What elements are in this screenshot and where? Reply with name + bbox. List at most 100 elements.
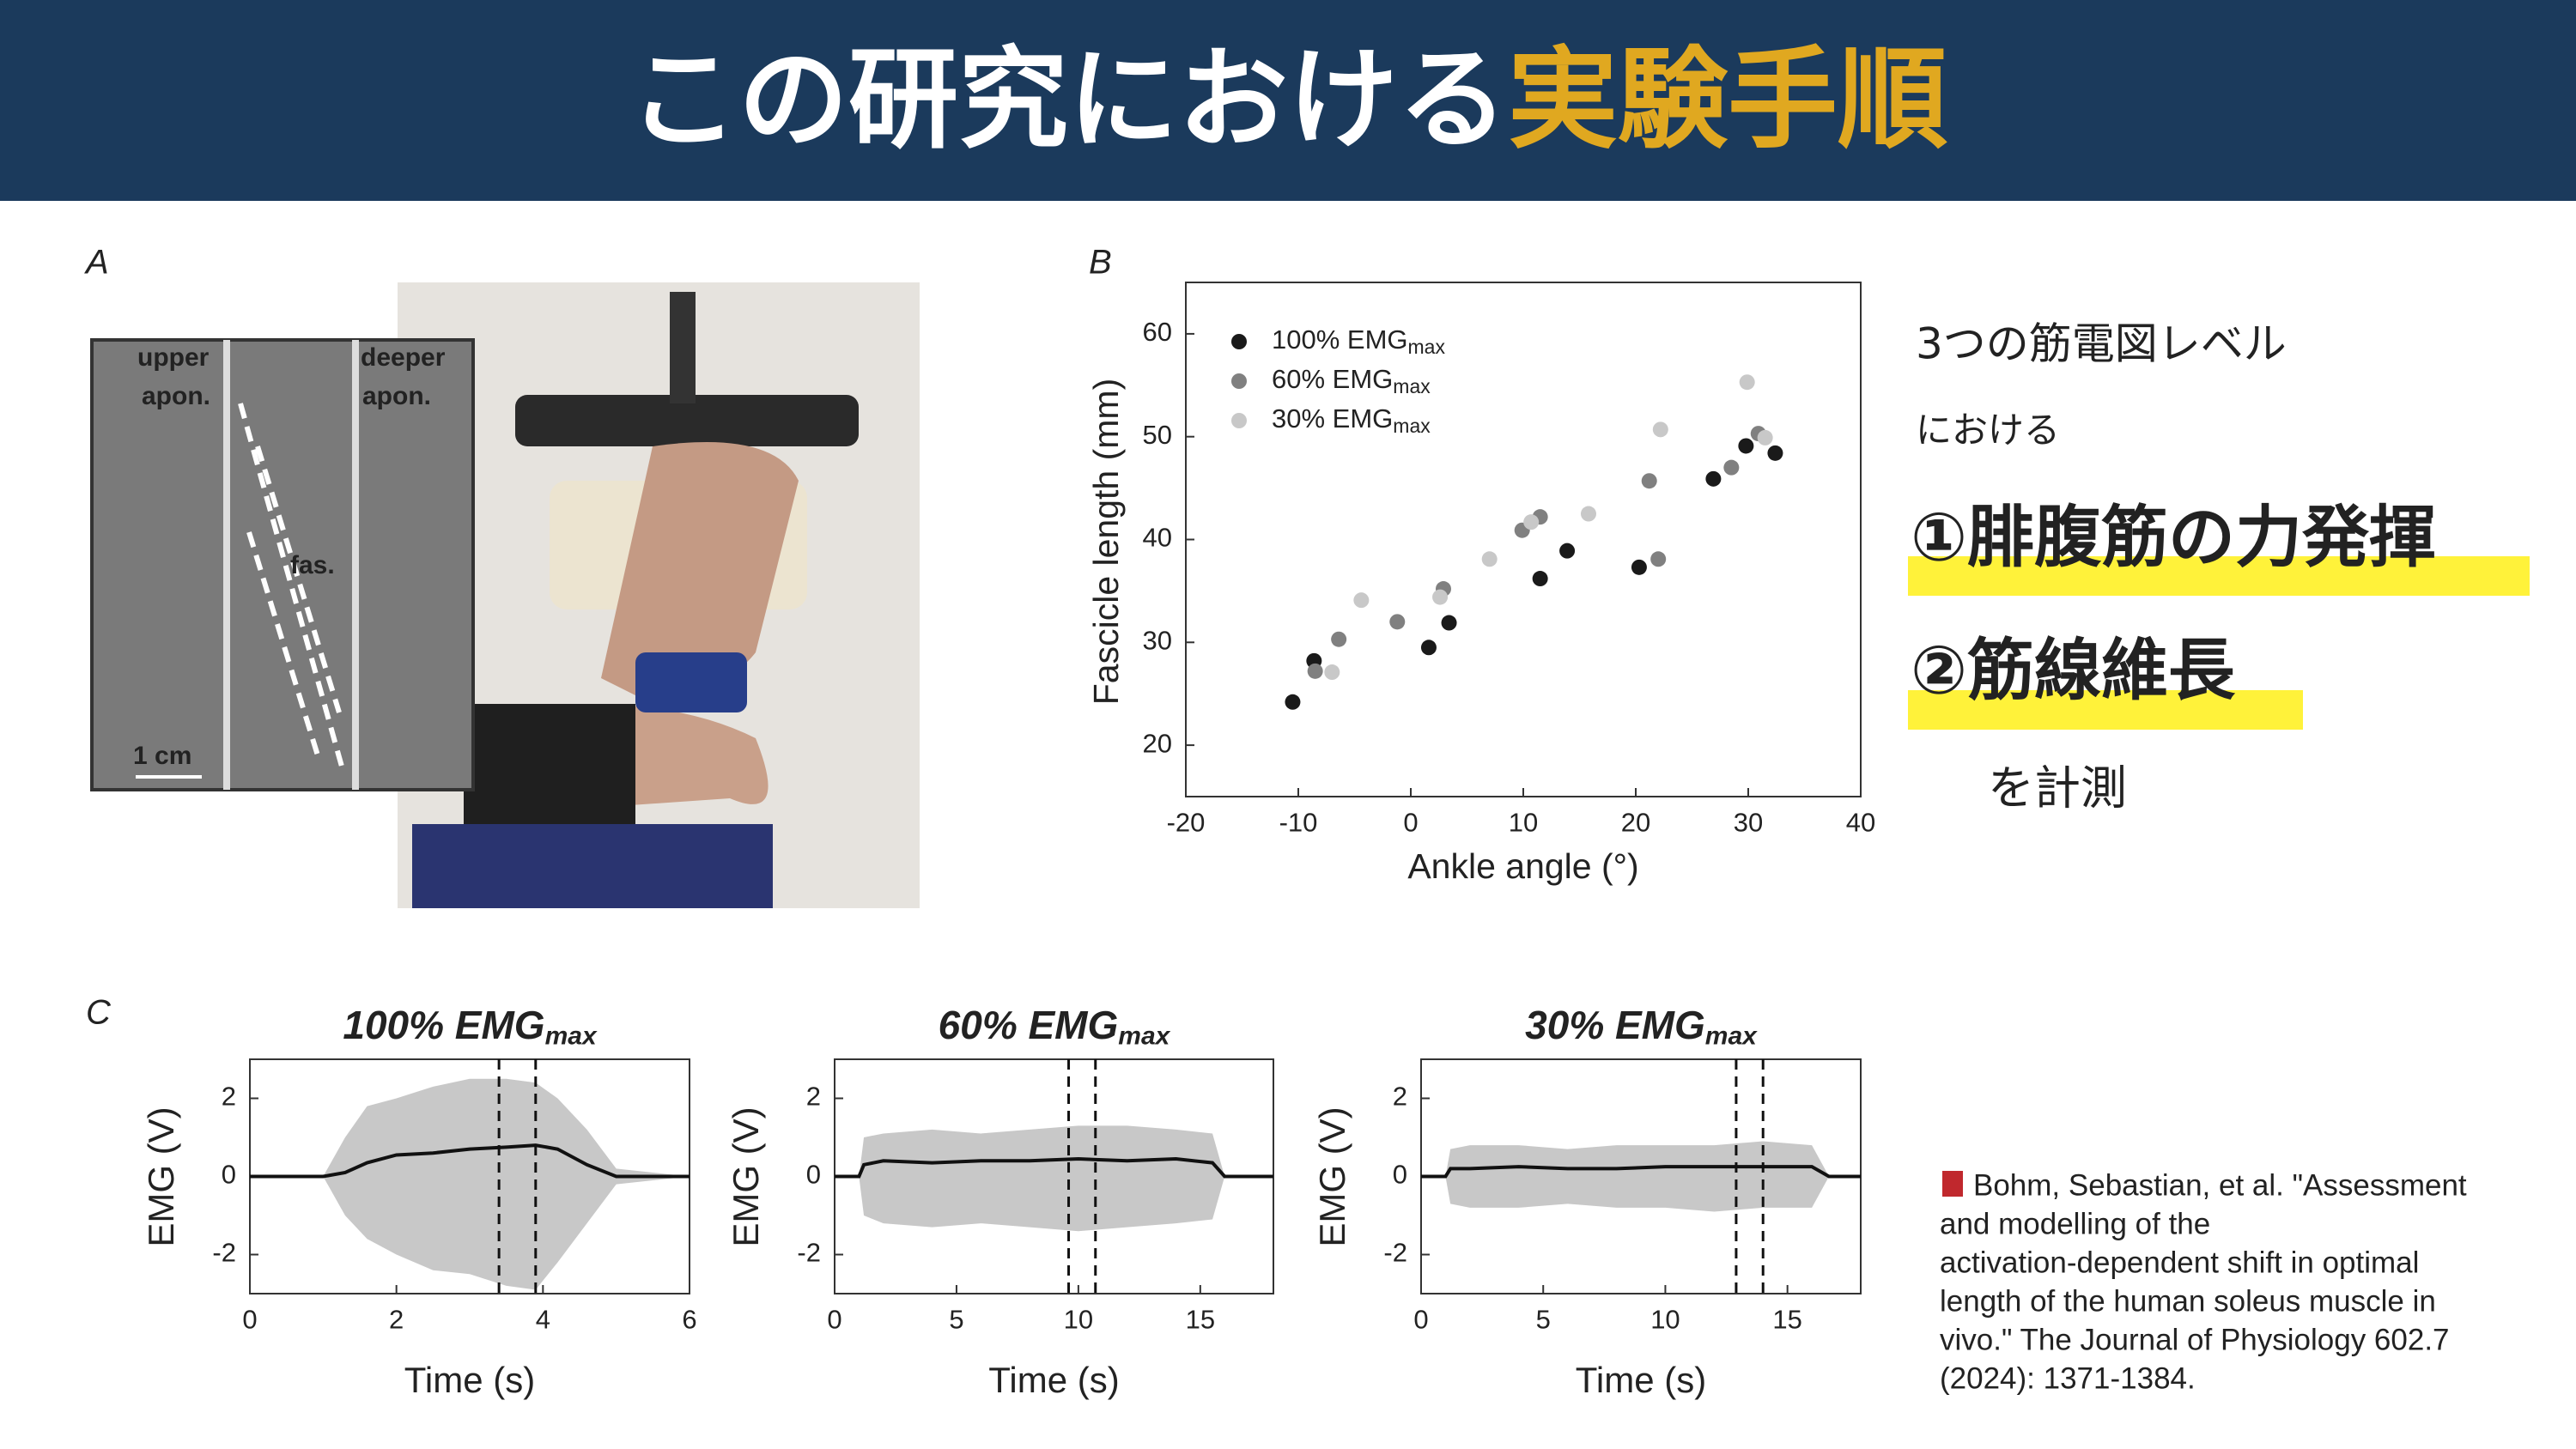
scatter-point <box>1757 429 1773 446</box>
label-sub: max <box>1118 1022 1170 1050</box>
panel-title: 100% EMGmax <box>343 1003 598 1050</box>
x-tick-label: 5 <box>949 1305 963 1335</box>
y-tick-label: 0 <box>806 1160 821 1190</box>
scatter-point <box>1532 571 1548 587</box>
panel-title: 60% EMGmax <box>939 1003 1171 1050</box>
legend-label: 30% EMGmax <box>1272 403 1431 437</box>
scatter-point <box>1580 506 1596 522</box>
book-icon <box>1942 1171 1963 1197</box>
panel-label: B <box>1089 244 1112 282</box>
photo-label: 1 cm <box>133 742 191 770</box>
x-tick-label: 15 <box>1186 1305 1215 1335</box>
label-sub: max <box>545 1022 598 1050</box>
photo-label: deeper <box>361 343 446 372</box>
ultrasound-inset <box>90 338 475 791</box>
highlight <box>1908 556 2530 596</box>
x-tick-label: 15 <box>1772 1305 1801 1335</box>
scatter-point <box>1481 551 1498 567</box>
scatter-point <box>1331 631 1347 647</box>
legend-label: 60% EMGmax <box>1272 364 1431 397</box>
photo-label: apon. <box>142 382 210 410</box>
side-text: 3つの筋電図レベル <box>1916 319 2287 369</box>
x-tick-label: -10 <box>1279 808 1318 838</box>
title-white: この研究における <box>629 36 1508 164</box>
emg-envelope <box>835 1157 1273 1179</box>
scatter-point <box>1285 694 1301 710</box>
y-tick-label: 0 <box>222 1160 236 1190</box>
x-axis-label: Ankle angle (°) <box>1407 846 1638 886</box>
scatter-point <box>1420 640 1437 656</box>
y-tick-label: 2 <box>1393 1082 1407 1112</box>
legend-marker <box>1231 373 1247 389</box>
y-tick-label: 0 <box>1393 1160 1407 1190</box>
citation-line: (2024): 1371-1384. <box>1940 1361 2196 1395</box>
x-axis-label: Time (s) <box>988 1360 1119 1400</box>
scatter-point <box>1767 445 1783 461</box>
x-tick-label: 6 <box>682 1305 696 1335</box>
photo-label: upper <box>137 343 210 372</box>
x-tick-label: 5 <box>1536 1305 1551 1335</box>
label-main: 100% EMG <box>343 1003 544 1047</box>
y-tick-label: 30 <box>1143 625 1172 655</box>
scatter-point <box>1738 438 1754 454</box>
x-tick-label: -20 <box>1167 808 1206 838</box>
scatter-point <box>1353 592 1370 609</box>
citation: Bohm, Sebastian, et al. "Assessment and m… <box>1940 1168 2467 1395</box>
raw-emg-band <box>1421 1141 1861 1212</box>
scatter-point <box>1739 374 1755 391</box>
x-tick-label: 4 <box>536 1305 550 1335</box>
scatter-point <box>1559 543 1576 559</box>
scatter-point <box>1641 473 1657 489</box>
label-main: 30% EMG <box>1525 1003 1705 1047</box>
scatter-point <box>1324 664 1340 681</box>
scatter-point <box>1723 459 1740 476</box>
x-tick-label: 2 <box>389 1305 404 1335</box>
emg-envelope <box>1421 1165 1861 1179</box>
side-item: ②筋線維長 <box>1911 632 2236 709</box>
side-text: を計測 <box>1988 761 2127 815</box>
panel-title: 30% EMGmax <box>1525 1003 1758 1050</box>
y-axis-label: EMG (V) <box>1312 1106 1352 1246</box>
x-tick-label: 10 <box>1650 1305 1680 1335</box>
y-tick-label: 40 <box>1143 523 1172 553</box>
y-tick-label: 20 <box>1143 728 1172 758</box>
y-tick-label: 50 <box>1143 420 1172 450</box>
plot-frame <box>1185 282 1862 797</box>
scatter-point <box>1650 551 1667 567</box>
citation-line: length of the human soleus muscle in <box>1940 1284 2436 1318</box>
y-axis-label: Fascicle length (mm) <box>1086 379 1126 705</box>
x-tick-label: 40 <box>1846 808 1875 838</box>
raw-emg-band <box>835 1125 1273 1232</box>
x-tick-label: 10 <box>1509 808 1538 838</box>
photo <box>398 282 920 908</box>
y-tick-label: -2 <box>212 1238 236 1268</box>
citation-line: activation-dependent shift in optimal <box>1940 1246 2419 1279</box>
photo-label: fas. <box>290 551 335 579</box>
label-sub: max <box>1393 375 1431 397</box>
citation-line: vivo." The Journal of Physiology 602.7 <box>1940 1323 2450 1356</box>
x-tick-label: 30 <box>1734 808 1763 838</box>
citation-line: and modelling of the <box>1940 1207 2210 1240</box>
x-axis-label: Time (s) <box>1576 1360 1706 1400</box>
scatter-point <box>1523 514 1540 530</box>
emg-envelope <box>250 1143 690 1179</box>
scatter-point <box>1441 615 1457 631</box>
y-tick-label: -2 <box>1383 1238 1407 1268</box>
raw-emg-band <box>250 1078 690 1290</box>
legend-marker <box>1231 334 1247 349</box>
label-main: 60% EMG <box>939 1003 1119 1047</box>
legend-marker <box>1231 413 1247 428</box>
x-axis-label: Time (s) <box>404 1360 535 1400</box>
side-item: ①腓腹筋の力発揮 <box>1911 499 2436 576</box>
label-sub: max <box>1705 1022 1758 1050</box>
x-tick-label: 0 <box>827 1305 841 1335</box>
photo-label: apon. <box>362 382 431 410</box>
title-gold: 実験手順 <box>1508 36 1947 164</box>
label-main: 60% EMG <box>1272 364 1393 394</box>
label-main: 100% EMG <box>1272 324 1408 355</box>
legend-label: 100% EMGmax <box>1272 324 1445 358</box>
x-tick-label: 0 <box>242 1305 257 1335</box>
scatter-point <box>1652 421 1668 438</box>
scatter-point <box>1389 614 1406 630</box>
